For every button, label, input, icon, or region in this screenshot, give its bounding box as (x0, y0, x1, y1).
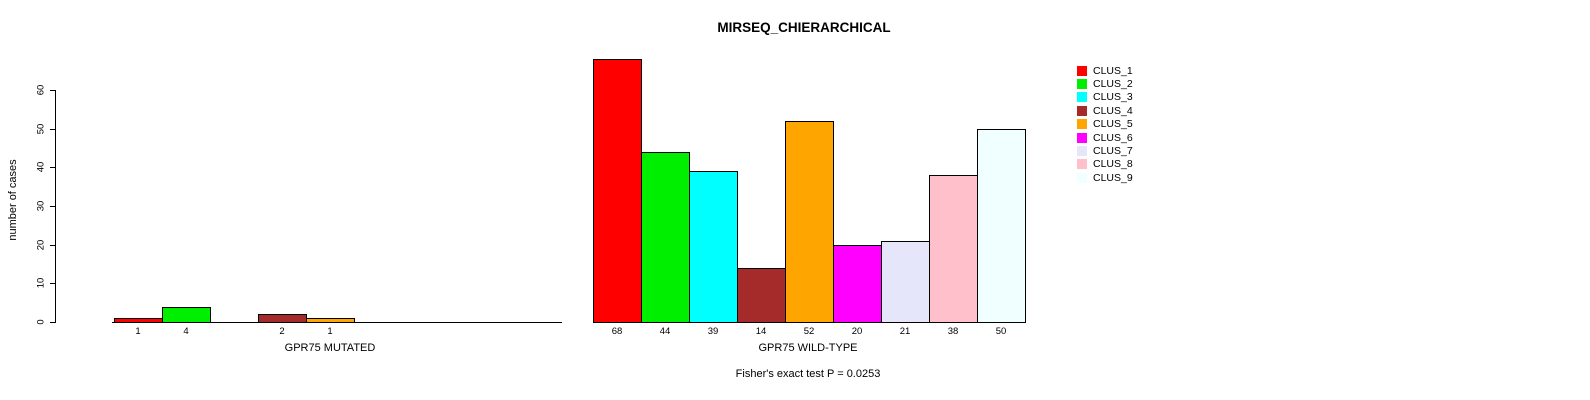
bar-clus_2 (162, 307, 211, 323)
bar-clus_1 (114, 318, 163, 323)
bar-clus_7 (881, 241, 930, 323)
bar-value-label: 52 (803, 326, 815, 337)
bar-clus_3 (689, 171, 738, 323)
legend-label: CLUS_3 (1093, 91, 1133, 104)
bar-value-label: 2 (279, 326, 285, 337)
bar-clus_2 (641, 152, 690, 323)
bar-value-label: 1 (327, 326, 333, 337)
legend-item: CLUS_7 (1077, 144, 1133, 157)
bar-value-label: 44 (659, 326, 671, 337)
y-tick (50, 283, 55, 284)
bar-clus_5 (306, 318, 355, 323)
bar-clus_1 (593, 59, 642, 323)
bar-value-label: 20 (851, 326, 863, 337)
legend-item: CLUS_6 (1077, 131, 1133, 144)
legend-label: CLUS_5 (1093, 118, 1133, 131)
legend-swatch (1077, 159, 1087, 170)
y-tick (50, 129, 55, 130)
bar-clus_4 (737, 268, 786, 323)
legend-label: CLUS_1 (1093, 64, 1133, 77)
legend-label: CLUS_9 (1093, 171, 1133, 184)
y-axis-line (55, 90, 56, 323)
y-tick-label: 0 (35, 319, 47, 325)
bar-clus_4 (258, 314, 307, 323)
y-tick-label: 30 (35, 200, 47, 212)
y-tick-label: 40 (35, 161, 47, 173)
legend-swatch (1077, 132, 1087, 143)
y-axis-title: number of cases (7, 159, 19, 241)
x-axis-title-wildtype: GPR75 WILD-TYPE (758, 342, 858, 354)
fisher-test-annotation: Fisher's exact test P = 0.0253 (735, 368, 881, 380)
legend-label: CLUS_2 (1093, 78, 1133, 91)
legend-item: CLUS_1 (1077, 64, 1133, 77)
y-tick (50, 167, 55, 168)
legend-label: CLUS_8 (1093, 158, 1133, 171)
legend-item: CLUS_4 (1077, 104, 1133, 117)
y-tick-label: 10 (35, 277, 47, 289)
bar-clus_8 (929, 175, 978, 323)
bar-value-label: 1 (135, 326, 141, 337)
y-tick-label: 60 (35, 84, 47, 96)
y-tick (50, 206, 55, 207)
legend-item: CLUS_8 (1077, 158, 1133, 171)
y-tick (50, 322, 55, 323)
bar-value-label: 39 (707, 326, 719, 337)
bar-value-label: 14 (755, 326, 767, 337)
legend-swatch (1077, 119, 1087, 130)
legend-swatch (1077, 92, 1087, 103)
legend-swatch (1077, 79, 1087, 90)
bar-clus_6 (833, 245, 882, 323)
x-axis-title-mutated: GPR75 MUTATED (284, 342, 376, 354)
y-tick (50, 90, 55, 91)
bar-clus_5 (785, 121, 834, 323)
bar-value-label: 38 (947, 326, 959, 337)
bar-value-label: 50 (995, 326, 1007, 337)
y-tick (50, 245, 55, 246)
legend-swatch (1077, 105, 1087, 116)
legend-label: CLUS_4 (1093, 104, 1133, 117)
bar-value-label: 21 (899, 326, 911, 337)
legend-item: CLUS_5 (1077, 118, 1133, 131)
legend: CLUS_1 CLUS_2 CLUS_3 CLUS_4 CLUS_5 CLUS_6 CLUS… (1077, 64, 1133, 185)
legend-item: CLUS_2 (1077, 77, 1133, 90)
legend-item: CLUS_9 (1077, 171, 1133, 184)
bar-value-label: 68 (611, 326, 623, 337)
legend-swatch (1077, 172, 1087, 183)
bar-value-label: 4 (183, 326, 189, 337)
y-tick-label: 20 (35, 239, 47, 251)
chart-title: MIRSEQ_CHIERARCHICAL (717, 20, 891, 35)
legend-swatch (1077, 65, 1087, 76)
bar-clus_9 (977, 129, 1026, 323)
legend-swatch (1077, 146, 1087, 157)
legend-label: CLUS_7 (1093, 145, 1133, 158)
legend-item: CLUS_3 (1077, 91, 1133, 104)
legend-label: CLUS_6 (1093, 131, 1133, 144)
y-tick-label: 50 (35, 123, 47, 135)
